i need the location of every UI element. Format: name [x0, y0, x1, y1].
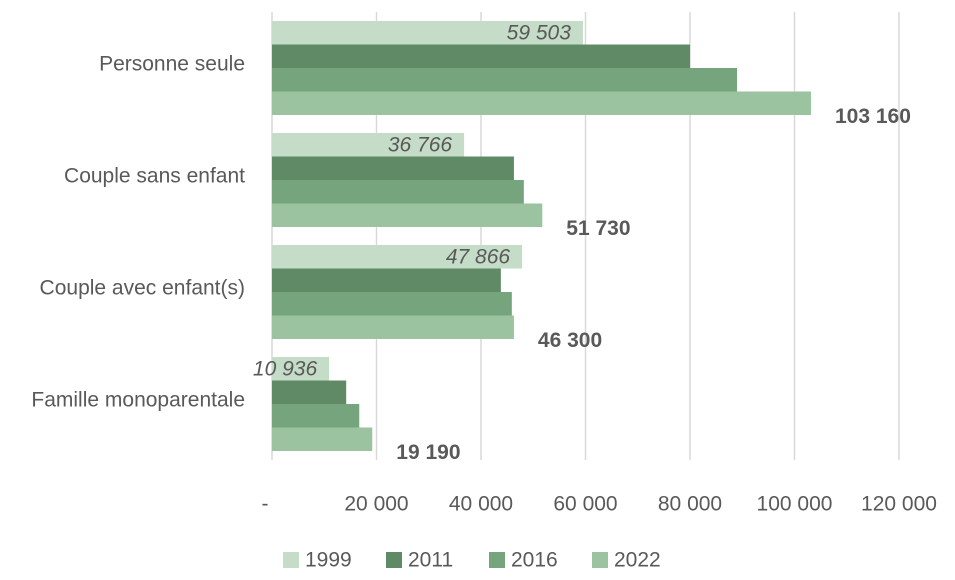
- bar: [272, 292, 512, 316]
- x-tick-label: 60 000: [553, 493, 617, 516]
- value-label: 36 766: [388, 133, 453, 156]
- legend-label: 1999: [305, 549, 352, 572]
- value-label: 103 160: [835, 105, 911, 128]
- legend-label: 2016: [511, 549, 558, 572]
- bar: [272, 315, 514, 339]
- bar: [272, 357, 330, 381]
- bar: [272, 427, 373, 451]
- value-label: 19 190: [396, 441, 460, 464]
- x-tick-label: -: [262, 493, 269, 516]
- value-label: 10 936: [253, 357, 318, 380]
- legend-swatch: [283, 552, 299, 568]
- bar: [272, 180, 524, 204]
- category-label: Famille monoparentale: [31, 389, 245, 412]
- legend-label: 2011: [408, 549, 453, 572]
- x-tick-label: 40 000: [449, 493, 513, 516]
- bar: [272, 91, 812, 115]
- bar: [272, 203, 543, 227]
- x-tick-label: 80 000: [658, 493, 722, 516]
- bar: [272, 21, 583, 45]
- bar: [272, 44, 690, 68]
- value-label: 59 503: [507, 21, 572, 44]
- bar: [272, 268, 501, 292]
- category-label: Personne seule: [99, 53, 245, 76]
- bar: [272, 133, 465, 157]
- value-label: 46 300: [538, 329, 602, 352]
- bar: [272, 68, 738, 92]
- category-label: Couple avec enfant(s): [40, 277, 245, 300]
- legend-swatch: [592, 552, 608, 568]
- legend-swatch: [489, 552, 505, 568]
- value-label: 47 866: [446, 245, 511, 268]
- legend-swatch: [386, 552, 402, 568]
- bar: [272, 380, 347, 404]
- bar: [272, 156, 514, 180]
- x-tick-label: 20 000: [344, 493, 408, 516]
- x-tick-label: 100 000: [757, 493, 833, 516]
- x-tick-label: 120 000: [861, 493, 937, 516]
- bar: [272, 404, 360, 428]
- bar: [272, 245, 523, 269]
- legend-label: 2022: [614, 549, 661, 572]
- category-label: Couple sans enfant: [64, 165, 245, 188]
- value-label: 51 730: [566, 217, 630, 240]
